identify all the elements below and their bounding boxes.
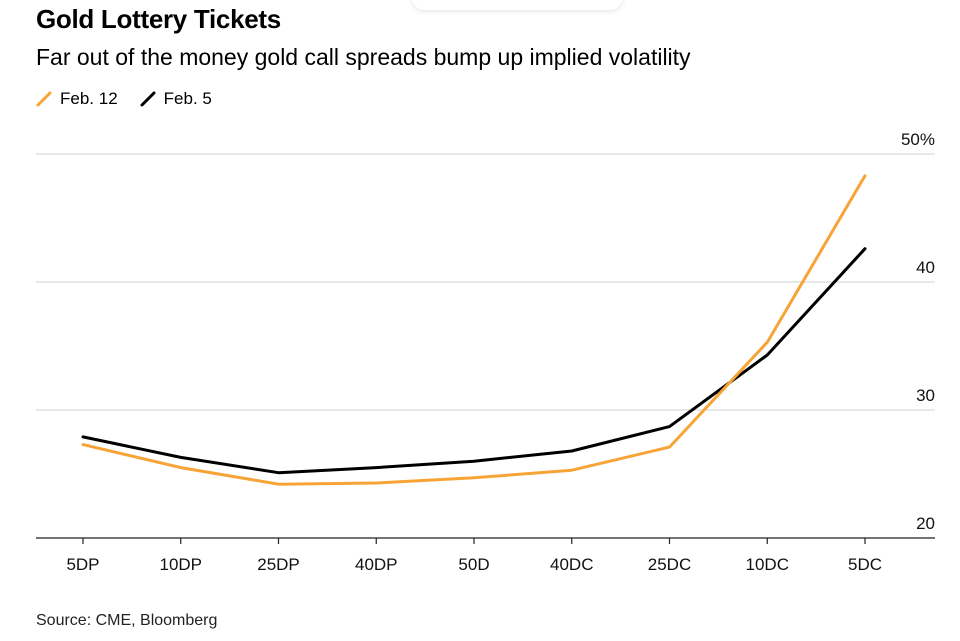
- y-tick-label-30: 30: [916, 386, 935, 405]
- x-tick-label-50d: 50D: [458, 555, 489, 574]
- x-tick-label-5dc: 5DC: [848, 555, 882, 574]
- top-tab: [412, 0, 622, 10]
- x-tick-label-10dp: 10DP: [159, 555, 202, 574]
- x-tick-label-40dp: 40DP: [355, 555, 398, 574]
- legend-item-feb-12: Feb. 12: [36, 89, 118, 109]
- line-chart: 20 30 40 50% 5DP 10DP 25DP 40DP 50D 40DC 25DC 10DC 5…: [36, 130, 935, 574]
- y-tick-label-40: 40: [916, 258, 935, 277]
- y-tick-label-20: 20: [916, 514, 935, 533]
- y-tick-label-50: 50%: [901, 130, 935, 149]
- x-tick-label-40dc: 40DC: [550, 555, 593, 574]
- legend-label-feb-5: Feb. 5: [163, 89, 212, 108]
- chart-title: Gold Lottery Tickets: [36, 4, 281, 34]
- legend-swatch-feb-5: [140, 91, 156, 107]
- source-note: Source: CME, Bloomberg: [36, 612, 218, 629]
- x-tick-label-25dp: 25DP: [257, 555, 300, 574]
- series-line-feb-12: [81, 174, 867, 486]
- x-tick-label-5dp: 5DP: [66, 555, 99, 574]
- legend: Feb. 12 Feb. 5: [36, 88, 234, 110]
- legend-item-feb-5: Feb. 5: [140, 89, 212, 109]
- legend-swatch-feb-12: [36, 91, 52, 107]
- legend-label-feb-12: Feb. 12: [60, 89, 118, 108]
- x-tick-label-10dc: 10DC: [746, 555, 789, 574]
- x-tick-label-25dc: 25DC: [648, 555, 691, 574]
- chart-subtitle: Far out of the money gold call spreads b…: [36, 44, 691, 70]
